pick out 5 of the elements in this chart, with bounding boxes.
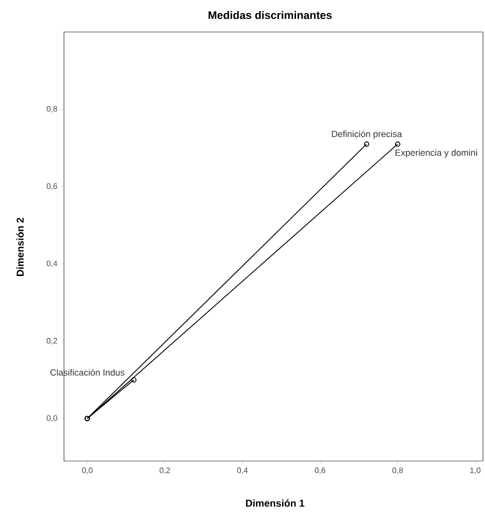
- series-label: Definición precisa: [332, 130, 402, 139]
- series-label: Experiencia y domini: [396, 149, 477, 158]
- y-axis-title: Dimensión 2: [16, 218, 24, 276]
- x-axis-title: Dimensión 1: [246, 499, 304, 507]
- chart-title: Medidas discriminantes: [208, 10, 332, 20]
